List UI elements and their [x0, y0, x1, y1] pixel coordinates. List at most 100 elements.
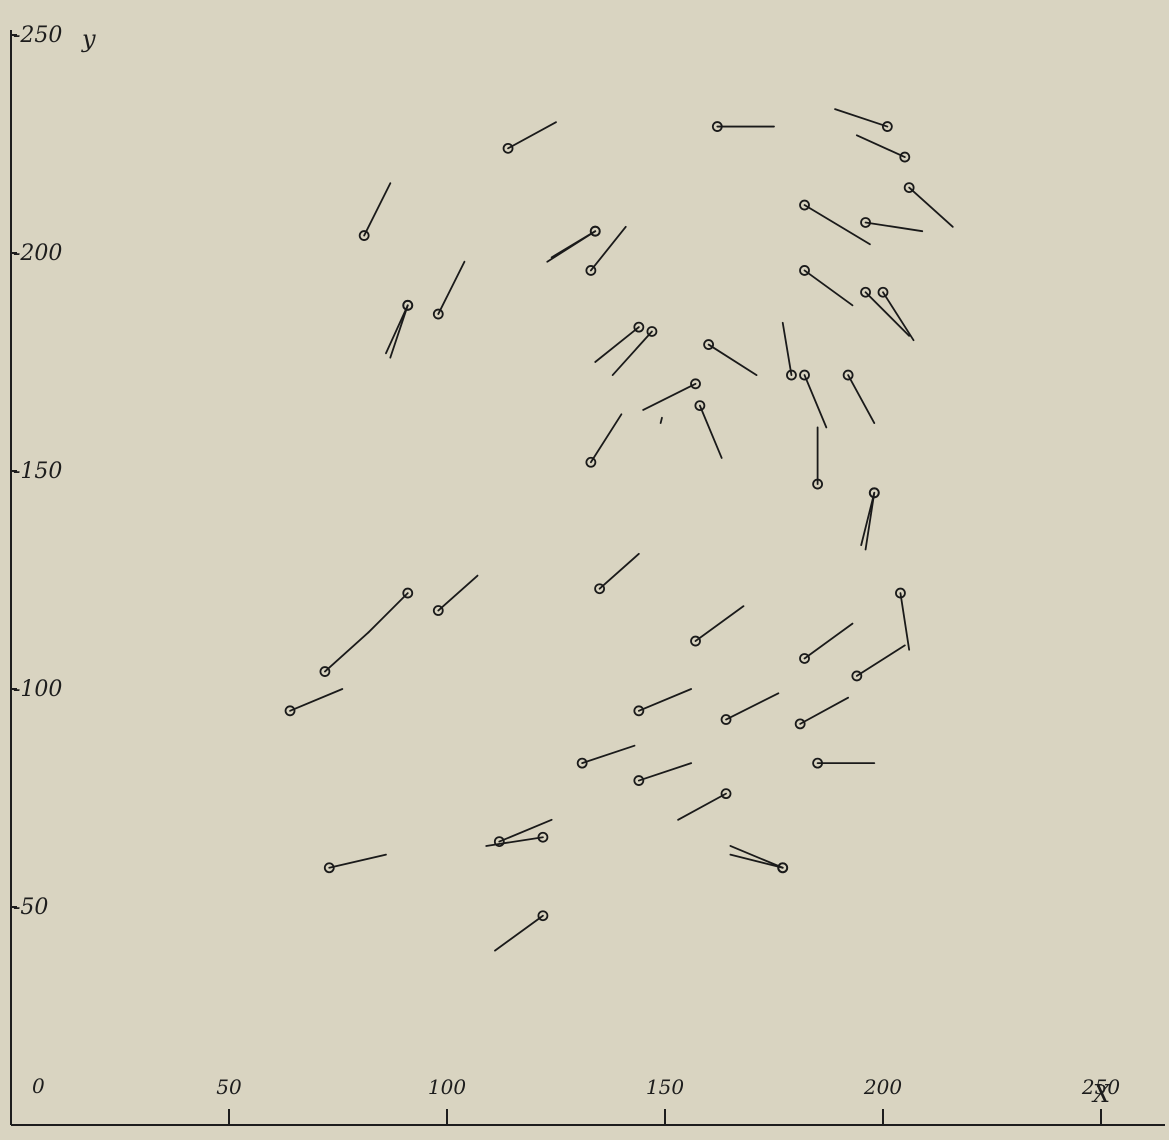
- motion-vector: [855, 644, 906, 677]
- star-marker: [711, 121, 723, 132]
- star-marker: [694, 400, 706, 412]
- motion-vector: [611, 330, 653, 376]
- star-marker: [703, 339, 714, 350]
- star-marker: [402, 587, 414, 599]
- motion-vector: [803, 622, 854, 660]
- star-marker: [358, 230, 370, 241]
- star-marker: [432, 308, 444, 320]
- star-marker: [860, 286, 871, 298]
- star-marker: [860, 217, 871, 228]
- star-marker: [799, 653, 810, 664]
- star-marker: [633, 321, 645, 333]
- motion-vector: [485, 836, 544, 847]
- motion-vector: [908, 186, 954, 228]
- y-tick-label: -100: [13, 677, 62, 702]
- star-marker: [720, 714, 732, 725]
- y-tick-label: -250: [13, 23, 62, 48]
- star-marker: [323, 862, 335, 874]
- motion-vector: [598, 552, 640, 590]
- origin-label: 0: [32, 1074, 45, 1098]
- motion-vector: [581, 744, 636, 765]
- star-marker: [720, 788, 732, 800]
- motion-vector: [385, 304, 409, 355]
- star-marker: [799, 199, 810, 211]
- motion-vector: [328, 853, 387, 869]
- star-marker: [594, 583, 605, 595]
- motion-vector: [494, 914, 544, 952]
- star-marker: [799, 369, 810, 381]
- motion-vector: [289, 688, 344, 712]
- x-tick-label: 50: [216, 1075, 242, 1099]
- star-marker: [319, 666, 331, 677]
- motion-vector: [437, 260, 466, 315]
- stray-mark: [659, 416, 663, 424]
- y-tick-label: -150: [13, 459, 62, 484]
- motion-vector: [698, 404, 723, 459]
- star-marker: [284, 705, 296, 717]
- tick-group: 50 100 150 200 250 -50 -100 -150 -200 -250: [11, 23, 1120, 1125]
- motion-vector: [507, 121, 557, 150]
- star-marker: [786, 369, 797, 381]
- x-tick-label: 250: [1081, 1075, 1120, 1099]
- star-marker: [537, 910, 549, 922]
- star-marker: [877, 286, 889, 298]
- star-marker: [633, 705, 645, 717]
- star-marker: [903, 182, 915, 194]
- star-marker: [690, 378, 701, 390]
- motion-vector: [363, 182, 392, 237]
- star-marker: [646, 326, 658, 337]
- motion-vector: [781, 321, 793, 376]
- motion-vector: [803, 204, 871, 246]
- motion-vector: [847, 374, 876, 424]
- star-marker: [777, 862, 789, 874]
- motion-vector: [729, 845, 784, 869]
- vector-marks: [284, 108, 954, 952]
- motion-vector: [589, 225, 627, 272]
- motion-vector: [707, 343, 758, 376]
- motion-vector: [799, 696, 850, 725]
- star-marker: [799, 265, 810, 276]
- motion-vector: [498, 818, 553, 843]
- star-marker: [794, 718, 806, 730]
- motion-vector: [860, 491, 876, 547]
- star-marker: [432, 605, 444, 616]
- star-marker: [493, 836, 505, 847]
- motion-vector: [864, 221, 924, 233]
- motion-vector: [725, 692, 780, 721]
- motion-vector: [855, 134, 906, 158]
- motion-vector: [389, 304, 409, 359]
- star-marker: [899, 151, 911, 163]
- star-marker: [895, 587, 906, 599]
- x-tick-label: 150: [646, 1075, 684, 1099]
- motion-vector: [864, 291, 911, 337]
- motion-vector: [637, 762, 693, 782]
- x-tick-label: 100: [428, 1075, 466, 1099]
- star-marker: [881, 121, 893, 132]
- star-marker: [589, 225, 601, 237]
- star-marker: [502, 142, 514, 154]
- motion-vector: [550, 230, 597, 259]
- star-marker: [812, 478, 823, 490]
- axes: [10, 30, 1165, 1126]
- x-tick-label: 200: [863, 1075, 902, 1099]
- motion-vector: [694, 605, 745, 642]
- motion-vector: [729, 853, 784, 869]
- y-tick-label: -200: [13, 241, 62, 266]
- motion-vector: [834, 108, 889, 128]
- y-tick-label: -50: [13, 895, 48, 920]
- motion-vector: [589, 413, 623, 464]
- motion-vector: [882, 291, 915, 342]
- motion-vector: [437, 574, 479, 612]
- star-marker: [576, 757, 588, 769]
- motion-vector: [899, 592, 911, 651]
- star-marker: [868, 487, 880, 499]
- star-marker: [633, 775, 645, 786]
- motion-vector: [637, 688, 693, 712]
- star-marker: [402, 299, 414, 311]
- motion-vector: [367, 592, 409, 634]
- motion-vector: [677, 792, 727, 821]
- motion-vector: [803, 374, 828, 429]
- star-marker: [842, 369, 854, 381]
- star-marker: [690, 635, 701, 647]
